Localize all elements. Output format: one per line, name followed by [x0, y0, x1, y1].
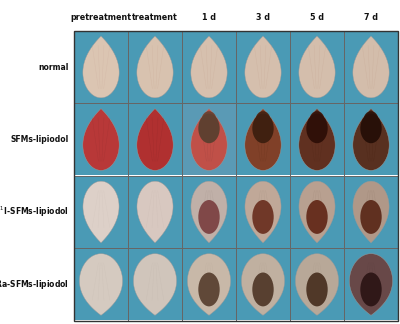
Bar: [182, 31, 236, 103]
Bar: [182, 248, 236, 321]
Polygon shape: [353, 36, 389, 98]
Ellipse shape: [360, 272, 382, 307]
Bar: [74, 31, 398, 321]
Bar: [182, 104, 236, 176]
Ellipse shape: [198, 272, 220, 307]
Polygon shape: [191, 181, 227, 243]
Polygon shape: [191, 109, 227, 170]
Polygon shape: [137, 181, 173, 243]
Bar: [128, 249, 182, 320]
Text: 5 d: 5 d: [310, 13, 324, 22]
Ellipse shape: [256, 111, 270, 128]
Polygon shape: [245, 36, 281, 98]
Text: 3 d: 3 d: [256, 13, 270, 22]
Text: 7 d: 7 d: [364, 13, 378, 22]
Bar: [236, 176, 290, 248]
Ellipse shape: [202, 111, 216, 128]
Bar: [128, 176, 182, 248]
Polygon shape: [299, 36, 335, 98]
Ellipse shape: [360, 114, 382, 143]
Bar: [182, 176, 236, 248]
Bar: [182, 249, 236, 320]
Bar: [128, 104, 182, 176]
Polygon shape: [242, 254, 284, 315]
Bar: [128, 31, 182, 103]
Polygon shape: [299, 181, 335, 243]
Text: pretreatment: pretreatment: [70, 13, 132, 22]
Text: $^{223}$Ra-SFMs-lipiodol: $^{223}$Ra-SFMs-lipiodol: [0, 277, 69, 292]
Bar: [290, 176, 344, 248]
Polygon shape: [299, 109, 335, 170]
Polygon shape: [191, 36, 227, 98]
Ellipse shape: [360, 200, 382, 234]
Bar: [74, 31, 128, 103]
Bar: [290, 103, 344, 176]
Bar: [182, 103, 236, 176]
Ellipse shape: [252, 114, 274, 143]
Bar: [344, 176, 398, 248]
Bar: [74, 103, 128, 176]
Bar: [344, 176, 398, 248]
Bar: [74, 176, 128, 248]
Ellipse shape: [310, 111, 324, 128]
Bar: [182, 176, 236, 248]
Ellipse shape: [306, 200, 328, 234]
Text: SFMs-lipiodol: SFMs-lipiodol: [11, 135, 69, 144]
Ellipse shape: [364, 111, 378, 128]
Polygon shape: [137, 109, 173, 170]
Bar: [128, 176, 182, 248]
Bar: [236, 103, 290, 176]
Polygon shape: [296, 254, 338, 315]
Bar: [290, 248, 344, 321]
Text: $^{131}$I-SFMs-lipiodol: $^{131}$I-SFMs-lipiodol: [0, 205, 69, 219]
Bar: [290, 249, 344, 320]
Polygon shape: [188, 254, 230, 315]
Bar: [128, 103, 182, 176]
Bar: [290, 104, 344, 176]
Bar: [182, 31, 236, 103]
Bar: [74, 104, 128, 176]
Bar: [236, 176, 290, 248]
Bar: [128, 31, 182, 103]
Polygon shape: [245, 181, 281, 243]
Bar: [128, 248, 182, 321]
Bar: [74, 176, 128, 248]
Bar: [74, 248, 128, 321]
Polygon shape: [353, 181, 389, 243]
Bar: [344, 103, 398, 176]
Ellipse shape: [306, 272, 328, 307]
Polygon shape: [83, 109, 119, 170]
Bar: [236, 249, 290, 320]
Ellipse shape: [198, 114, 220, 143]
Ellipse shape: [306, 114, 328, 143]
Bar: [74, 31, 128, 103]
Bar: [344, 248, 398, 321]
Bar: [236, 248, 290, 321]
Polygon shape: [137, 36, 173, 98]
Bar: [290, 31, 344, 103]
Bar: [236, 31, 290, 103]
Bar: [344, 249, 398, 320]
Polygon shape: [80, 254, 122, 315]
Polygon shape: [134, 254, 176, 315]
Polygon shape: [83, 36, 119, 98]
Ellipse shape: [252, 200, 274, 234]
Bar: [236, 104, 290, 176]
Bar: [344, 104, 398, 176]
Polygon shape: [353, 109, 389, 170]
Text: 1 d: 1 d: [202, 13, 216, 22]
Bar: [344, 31, 398, 103]
Ellipse shape: [252, 272, 274, 307]
Bar: [74, 249, 128, 320]
Bar: [290, 31, 344, 103]
Text: treatment: treatment: [132, 13, 178, 22]
Polygon shape: [245, 109, 281, 170]
Bar: [344, 31, 398, 103]
Polygon shape: [350, 254, 392, 315]
Polygon shape: [83, 181, 119, 243]
Bar: [236, 31, 290, 103]
Text: normal: normal: [39, 63, 69, 72]
Ellipse shape: [198, 200, 220, 234]
Bar: [290, 176, 344, 248]
